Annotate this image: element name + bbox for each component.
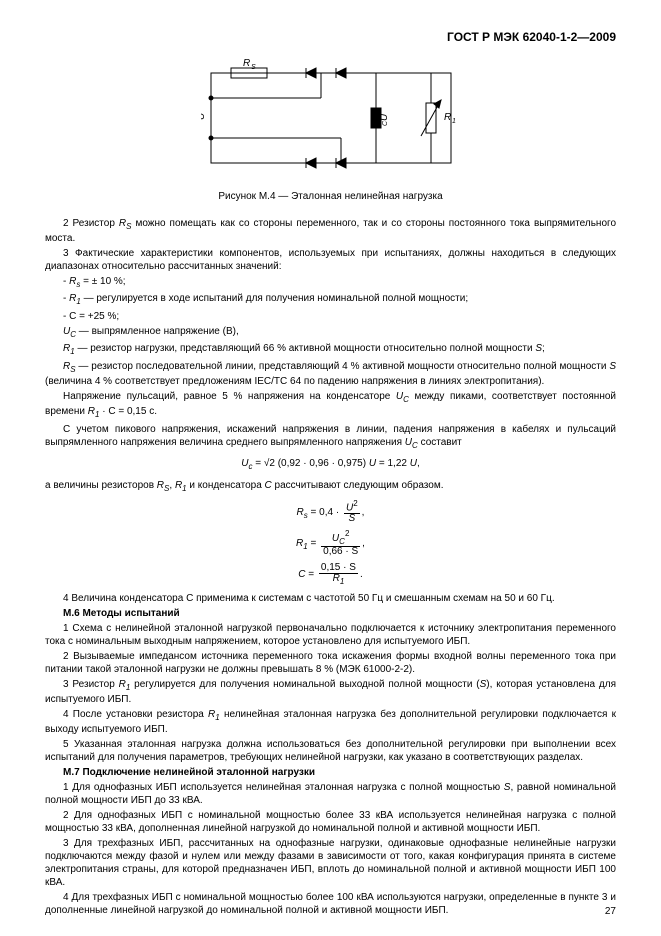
figure-m4: R S U U C R 1 <box>45 58 616 182</box>
para-cap-note: 4 Величина конденсатора C применима к си… <box>45 592 616 605</box>
m7-4: 4 Для трехфазных ИБП с номинальной мощно… <box>45 891 616 917</box>
li-r1: - R1 — регулируется в ходе испытаний для… <box>45 292 616 307</box>
svg-text:U: U <box>201 112 207 120</box>
para-avg: С учетом пикового напряжения, искажений … <box>45 423 616 451</box>
para-uc: UC — выпрямленное напряжение (В), <box>45 325 616 340</box>
m6-3: 3 Резистор R1 регулируется для получения… <box>45 678 616 706</box>
formula-rs: Rs = 0,4 · U2S, <box>45 500 616 524</box>
formula-c: C = 0,15 · SR1. <box>45 563 616 586</box>
heading-m6: М.6 Методы испытаний <box>45 607 616 620</box>
svg-text:1: 1 <box>452 118 456 125</box>
para-2: 2 Резистор RS можно помещать как со стор… <box>45 217 616 245</box>
m6-4: 4 После установки резистора R1 нелинейна… <box>45 708 616 736</box>
para-calc: а величины резисторов RS, R1 и конденсат… <box>45 479 616 494</box>
formula-r1: R1 = UC20,66 · S, <box>45 530 616 556</box>
page-number: 27 <box>605 905 616 918</box>
formula-uc: Uc = √2 (0,92 · 0,96 · 0,975) U = 1,22 U… <box>45 457 616 472</box>
li-c: - C = +25 %; <box>45 310 616 323</box>
doc-header: ГОСТ Р МЭК 62040-1-2—2009 <box>45 30 616 46</box>
m7-1: 1 Для однофазных ИБП используется нелине… <box>45 781 616 807</box>
figure-caption: Рисунок М.4 — Эталонная нелинейная нагру… <box>45 190 616 203</box>
page: ГОСТ Р МЭК 62040-1-2—2009 <box>0 0 661 936</box>
m7-2: 2 Для однофазных ИБП с номинальной мощно… <box>45 809 616 835</box>
svg-text:R: R <box>444 112 451 123</box>
m6-2: 2 Вызываемые импедансом источника переме… <box>45 650 616 676</box>
m6-5: 5 Указанная эталонная нагрузка должна ис… <box>45 738 616 764</box>
heading-m7: М.7 Подключение нелинейной эталонной наг… <box>45 766 616 779</box>
svg-text:S: S <box>251 64 256 71</box>
para-ripple: Напряжение пульсаций, равное 5 % напряже… <box>45 390 616 421</box>
svg-text:R: R <box>243 58 250 69</box>
circuit-svg: R S U U C R 1 <box>201 58 461 178</box>
para-3: 3 Фактические характеристики компонентов… <box>45 247 616 273</box>
m7-3: 3 Для трехфазных ИБП, рассчитанных на од… <box>45 837 616 889</box>
m6-1: 1 Схема с нелинейной эталонной нагрузкой… <box>45 622 616 648</box>
para-r1-desc: R1 — резистор нагрузки, представляющий 6… <box>45 342 616 357</box>
svg-text:U: U <box>379 113 390 121</box>
para-rs-desc: RS — резистор последовательной линии, пр… <box>45 360 616 388</box>
li-rs: - Rs = ± 10 %; <box>45 275 616 290</box>
